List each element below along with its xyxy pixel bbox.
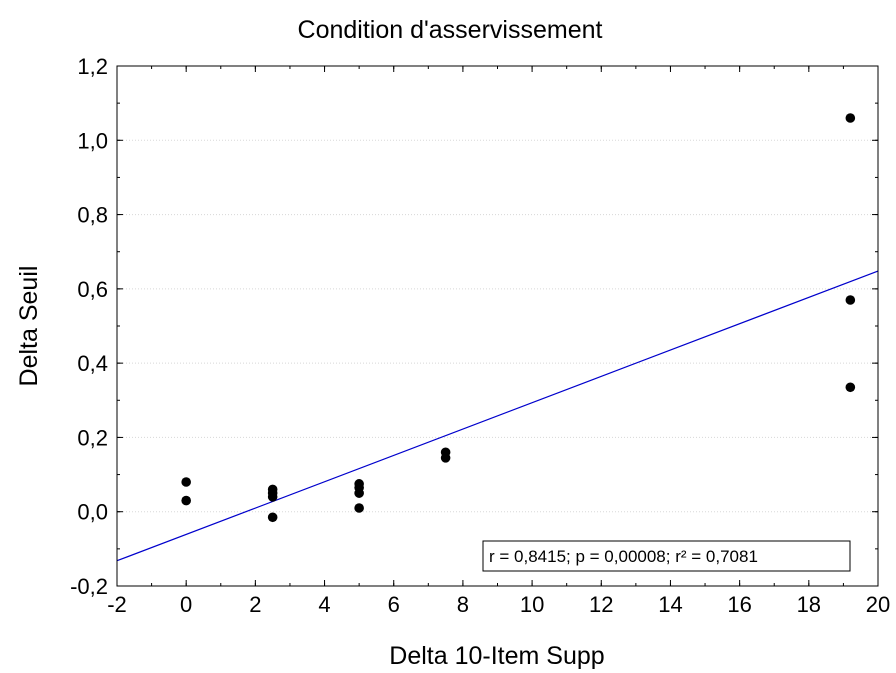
x-tick-label: 8 — [457, 592, 469, 617]
x-tick-label: 6 — [388, 592, 400, 617]
data-point — [845, 382, 856, 393]
stats-box — [482, 540, 851, 572]
data-points — [181, 113, 856, 523]
y-axis-title: Delta Seuil — [15, 266, 43, 387]
y-tick-label: 0,6 — [77, 277, 108, 302]
x-tick-label: 10 — [520, 592, 544, 617]
x-axis-title: Delta 10-Item Supp — [389, 642, 604, 670]
data-point — [354, 488, 364, 498]
regression-line-group — [116, 270, 879, 562]
chart-title: Condition d'asservissement — [298, 16, 603, 44]
x-tick-label: 14 — [658, 592, 682, 617]
y-axis-tick-labels: -0,2 0,0 0,2 0,4 0,6 0,8 1,0 1,2 — [70, 54, 108, 599]
data-point — [845, 295, 856, 305]
y-tick-label: -0,2 — [70, 574, 108, 599]
plot-frame — [116, 65, 879, 587]
data-point — [267, 512, 278, 523]
x-tick-label: 20 — [866, 592, 890, 617]
x-tick-label: 18 — [797, 592, 821, 617]
data-point — [845, 113, 856, 123]
x-tick-label: 4 — [318, 592, 330, 617]
axis-ticks — [116, 65, 879, 587]
grid-lines — [117, 139, 878, 513]
stats-text: r = 0,8415; p = 0,00008; r² = 0,7081 — [489, 547, 758, 566]
x-axis-tick-labels: -2 0 2 4 6 8 10 12 14 16 18 20 — [107, 592, 890, 617]
data-point — [181, 495, 191, 506]
stats-annotation: r = 0,8415; p = 0,00008; r² = 0,7081 — [482, 540, 851, 572]
x-tick-label: 0 — [180, 592, 192, 617]
x-tick-label: 16 — [727, 592, 751, 617]
y-tick-label: 0,0 — [77, 500, 108, 525]
data-point — [267, 492, 278, 502]
y-tick-label: 1,0 — [77, 128, 108, 153]
regression-line — [116, 270, 879, 562]
x-tick-label: 2 — [249, 592, 261, 617]
data-point — [440, 453, 451, 463]
data-point — [181, 477, 191, 487]
x-tick-label: -2 — [107, 592, 127, 617]
y-tick-label: 0,4 — [77, 351, 108, 376]
y-tick-label: 1,2 — [77, 54, 108, 79]
y-tick-label: 0,2 — [77, 425, 108, 450]
y-tick-label: 0,8 — [77, 203, 108, 228]
data-point — [354, 503, 364, 513]
x-tick-label: 12 — [589, 592, 613, 617]
